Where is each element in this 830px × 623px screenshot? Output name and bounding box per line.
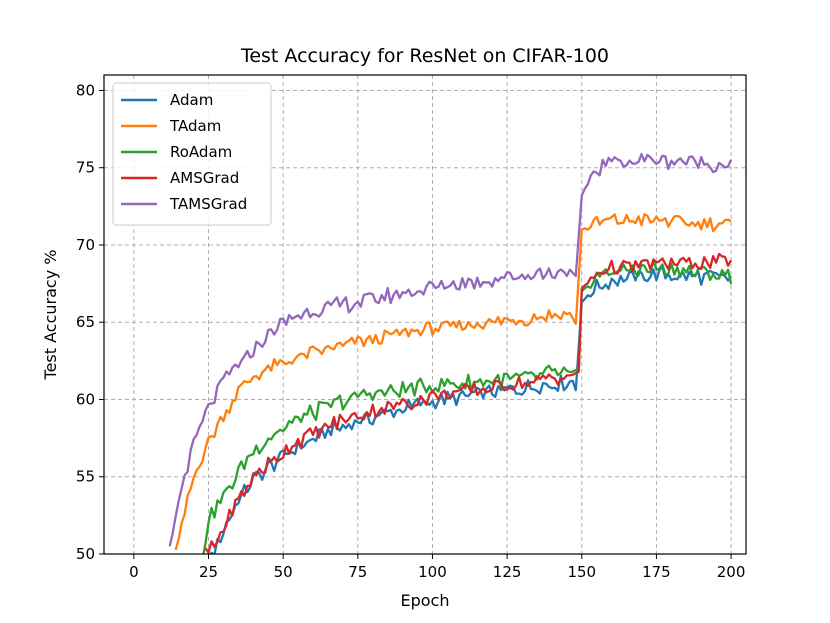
legend-label: AMSGrad <box>170 169 239 187</box>
x-axis-label: Epoch <box>401 591 450 610</box>
legend-label: RoAdam <box>170 143 232 161</box>
y-tick-label: 55 <box>76 468 95 486</box>
series-line-tamsgrad <box>168 152 733 547</box>
y-tick-label: 80 <box>76 81 95 99</box>
x-tick-label: 200 <box>717 563 746 581</box>
series-line-adam <box>210 265 733 554</box>
y-axis-label: Test Accuracy % <box>41 250 60 381</box>
series-line-roadam <box>202 259 733 554</box>
x-tick-label: 0 <box>129 563 139 581</box>
legend-label: Adam <box>170 91 213 109</box>
x-tick-label: 25 <box>199 563 218 581</box>
y-tick-label: 65 <box>76 313 95 331</box>
x-tick-label: 125 <box>493 563 522 581</box>
legend-label: TAMSGrad <box>169 195 247 213</box>
y-tick-label: 70 <box>76 236 95 254</box>
chart-title: Test Accuracy for ResNet on CIFAR-100 <box>240 45 609 67</box>
x-tick-label: 150 <box>567 563 596 581</box>
legend: Adam TAdam RoAdam AMSGrad TAMSGrad <box>112 82 272 226</box>
plot-area <box>168 152 733 554</box>
legend-box <box>112 82 272 226</box>
x-tick-label: 75 <box>348 563 367 581</box>
legend-label: TAdam <box>169 117 221 135</box>
axes-frame <box>103 74 747 555</box>
x-tick-label: 50 <box>274 563 293 581</box>
series-line-amsgrad <box>204 252 733 554</box>
series-line-tadam <box>174 213 732 551</box>
y-tick-label: 60 <box>76 390 95 408</box>
x-tick-label: 175 <box>642 563 671 581</box>
y-tick-label: 75 <box>76 159 95 177</box>
x-tick-label: 100 <box>418 563 447 581</box>
x-axis-ticks: 0 25 50 75 100 125 150 175 200 <box>129 554 745 581</box>
y-axis-ticks: 50 55 60 65 70 75 80 <box>76 81 104 563</box>
y-tick-label: 50 <box>76 545 95 563</box>
